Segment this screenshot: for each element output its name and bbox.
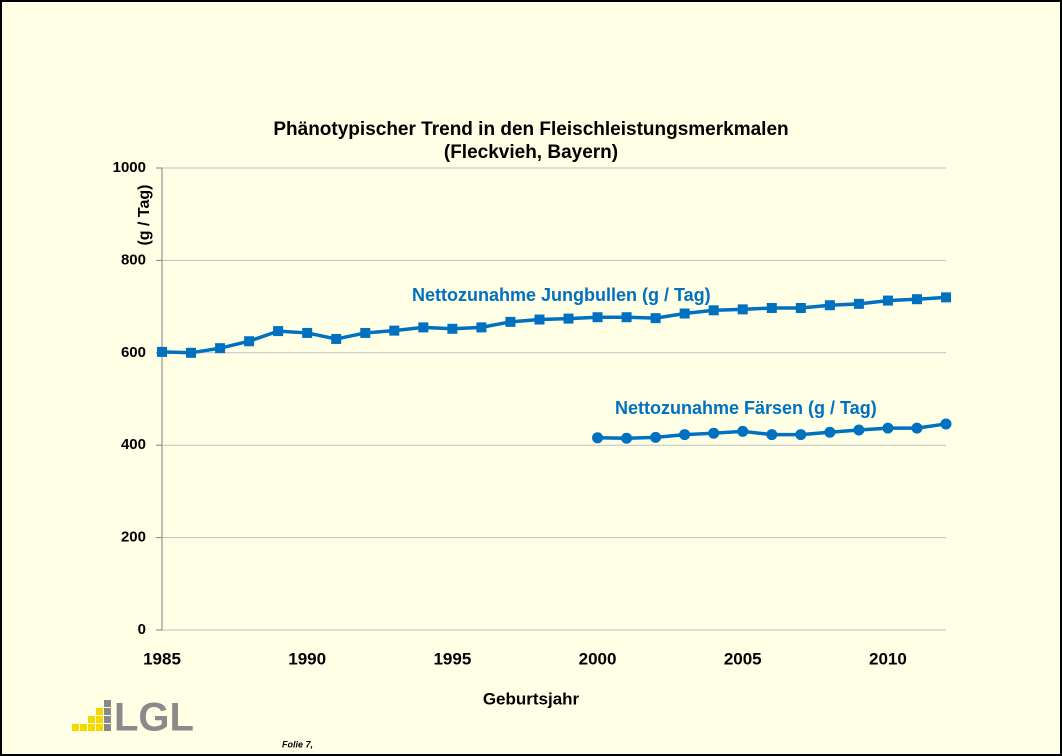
point xyxy=(273,326,284,337)
point xyxy=(795,302,806,313)
point xyxy=(418,322,429,333)
point xyxy=(911,294,922,305)
x-tick-label: 2000 xyxy=(579,649,617,668)
slide-number: Folie 7, xyxy=(282,739,313,749)
x-tick-label: 1990 xyxy=(288,649,326,668)
logo: LGL xyxy=(72,696,194,740)
logo-text: LGL xyxy=(114,696,194,740)
point xyxy=(186,347,197,358)
point xyxy=(679,308,690,319)
point xyxy=(737,304,748,315)
point xyxy=(941,292,951,303)
y-tick-label: 0 xyxy=(138,621,146,638)
y-tick-label: 1000 xyxy=(113,159,146,176)
point xyxy=(795,429,807,441)
point xyxy=(882,295,893,306)
series-label: Nettozunahme Jungbullen (g / Tag) xyxy=(412,285,711,305)
x-axis-label: Geburtsjahr xyxy=(483,689,580,708)
point xyxy=(708,305,719,316)
point xyxy=(824,426,836,438)
y-tick-label: 200 xyxy=(121,529,146,546)
point xyxy=(911,422,923,434)
point xyxy=(505,316,516,327)
point xyxy=(853,298,864,309)
series-line xyxy=(161,295,947,355)
point xyxy=(360,327,371,338)
x-tick-label: 1995 xyxy=(433,649,471,668)
y-tick-label: 600 xyxy=(121,344,146,361)
y-tick-label: 400 xyxy=(121,436,146,453)
point xyxy=(302,327,313,338)
point xyxy=(650,431,662,443)
point xyxy=(679,429,691,441)
point xyxy=(563,313,574,324)
point xyxy=(389,325,400,336)
point xyxy=(708,427,720,439)
point xyxy=(621,312,632,323)
point xyxy=(882,422,894,434)
point xyxy=(244,336,255,347)
point xyxy=(331,333,342,344)
chart-title: Phänotypischer Trend in den Fleischleist… xyxy=(273,119,788,140)
series-label: Nettozunahme Färsen (g / Tag) xyxy=(615,398,877,418)
point xyxy=(592,312,603,323)
point xyxy=(650,313,661,324)
point xyxy=(592,432,604,444)
point xyxy=(215,343,226,354)
point xyxy=(534,314,545,325)
point xyxy=(853,424,865,436)
y-tick-label: 800 xyxy=(121,251,146,268)
point xyxy=(766,429,778,441)
point xyxy=(447,323,458,334)
y-axis-label: (g / Tag) xyxy=(136,184,153,245)
point xyxy=(737,425,749,437)
point xyxy=(157,346,167,357)
point xyxy=(621,432,633,444)
point xyxy=(824,300,835,311)
chart-subtitle: (Fleckvieh, Bayern) xyxy=(444,142,618,163)
x-tick-label: 2005 xyxy=(724,649,762,668)
point xyxy=(766,302,777,313)
point xyxy=(476,322,487,333)
x-tick-label: 2010 xyxy=(869,649,907,668)
point xyxy=(940,418,952,430)
x-tick-label: 1985 xyxy=(143,649,181,668)
